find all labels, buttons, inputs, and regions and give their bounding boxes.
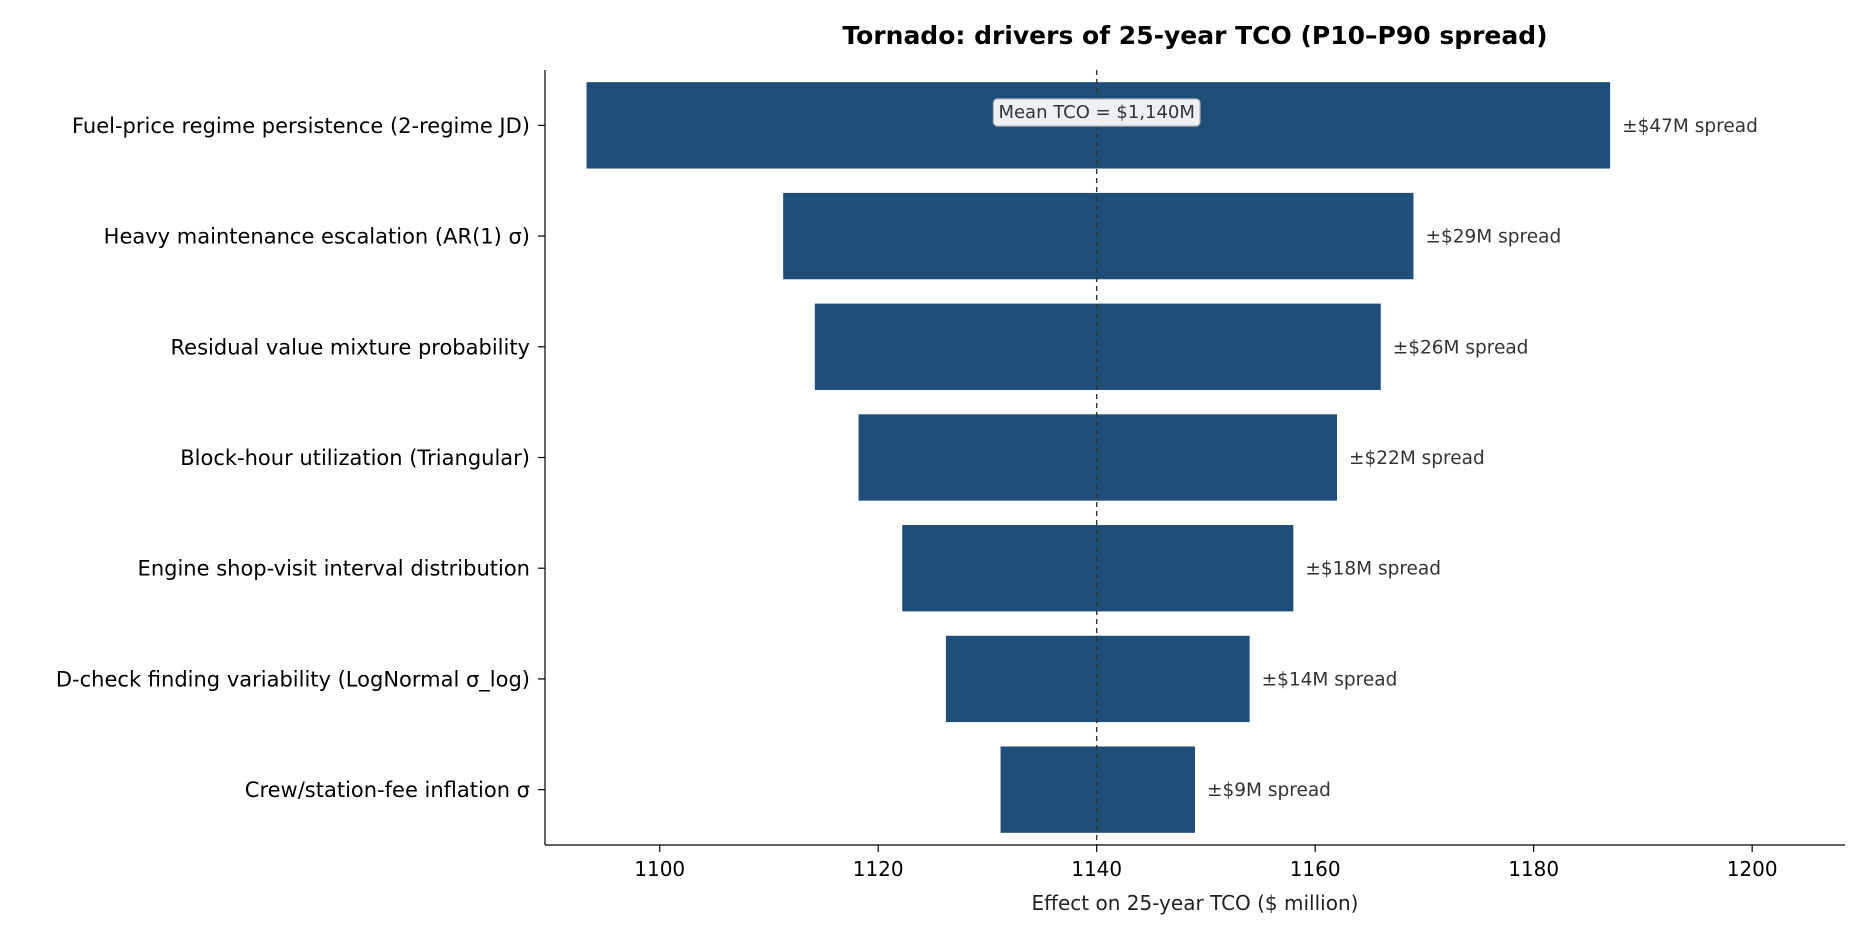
- x-tick-label-1200: 1200: [1727, 857, 1778, 881]
- bar-6: [945, 635, 1250, 723]
- x-tick-label-1160: 1160: [1290, 857, 1341, 881]
- x-tick-label-1140: 1140: [1071, 857, 1122, 881]
- x-tick-label-1120: 1120: [853, 857, 904, 881]
- data-label-6: ±$14M spread: [1262, 669, 1398, 690]
- category-label-3: Residual value mixture probability: [171, 335, 530, 359]
- x-tick-label-1180: 1180: [1508, 857, 1559, 881]
- reference-layer: Mean TCO = $1,140M: [992, 70, 1201, 845]
- category-label-6: D-check finding variability (LogNormal σ…: [56, 667, 530, 692]
- data-label-1: ±$47M spread: [1622, 116, 1758, 137]
- mean-reference-label: Mean TCO = $1,140M: [998, 102, 1194, 123]
- data-label-4: ±$22M spread: [1349, 448, 1485, 469]
- category-label-1: Fuel-price regime persistence (2-regime …: [72, 114, 530, 138]
- bar-5: [902, 525, 1294, 612]
- x-tick-label-1100: 1100: [634, 857, 685, 881]
- category-label-5: Engine shop-visit interval distribution: [138, 557, 530, 581]
- mean-reference-label-box: [992, 98, 1201, 127]
- bar-2: [783, 192, 1414, 280]
- data-label-3: ±$26M spread: [1393, 337, 1529, 358]
- data-label-5: ±$18M spread: [1305, 559, 1441, 580]
- data-label-7: ±$9M spread: [1207, 780, 1331, 801]
- bars-layer: ±$47M spread ±$29M spread ±$26M spread ±$22…: [586, 82, 1758, 833]
- chart-title: Tornado: drivers of 25-year TCO (P10–P90…: [842, 21, 1547, 50]
- category-label-7: Crew/station-fee inflation σ: [245, 778, 530, 802]
- data-label-2: ±$29M spread: [1425, 227, 1561, 248]
- category-label-2: Heavy maintenance escalation (AR(1) σ): [104, 225, 530, 249]
- x-axis-label: Effect on 25-year TCO ($ million): [1032, 891, 1359, 915]
- bar-4: [858, 414, 1338, 501]
- bar-7: [1000, 746, 1195, 833]
- bar-3: [814, 303, 1381, 390]
- axes-layer: Fuel-price regime persistence (2-regime …: [56, 70, 1845, 881]
- category-label-4: Block-hour utilization (Triangular): [180, 446, 530, 470]
